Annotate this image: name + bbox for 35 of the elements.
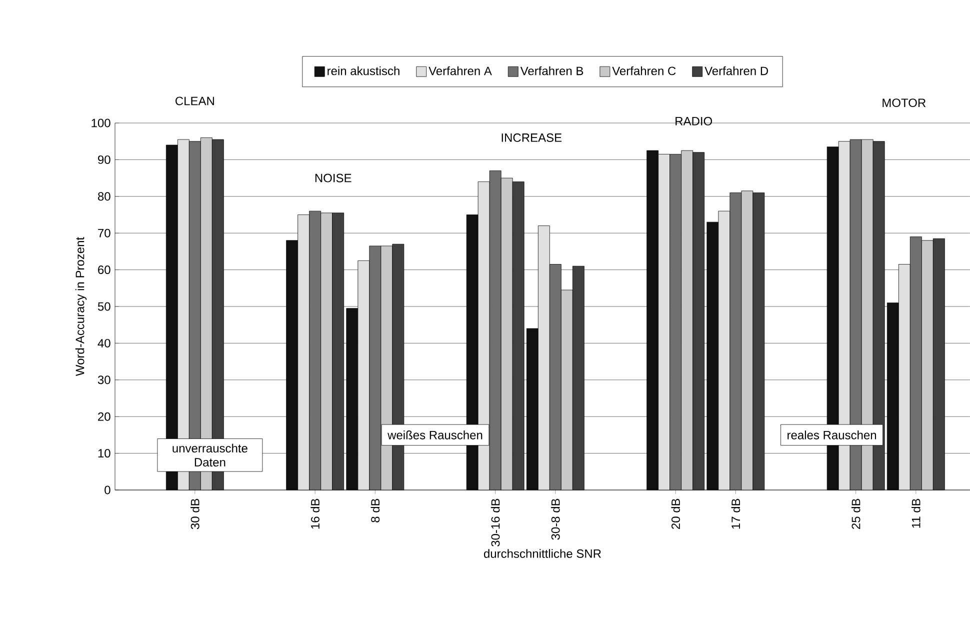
y-tick-label: 30 (98, 376, 110, 384)
x-tick-label: 16 dB (310, 498, 320, 529)
x-tick-label: 30 dB (190, 498, 200, 530)
y-tick-label: 10 (98, 449, 110, 458)
x-tick-label: 30-8 dB (551, 498, 560, 540)
y-tick-label: 40 (98, 338, 110, 348)
annotation: NOISE (315, 174, 352, 182)
x-tick-label: 30-16 dB (490, 498, 500, 546)
y-tick-label: 60 (98, 266, 110, 274)
legend-label: rein akustisch (328, 66, 400, 76)
y-tick-label: 0 (104, 486, 110, 494)
y-tick-label: 90 (98, 155, 110, 164)
legend-label: Verfahren C (612, 66, 676, 76)
y-tick-label: 70 (98, 228, 110, 238)
text: MOTOR (882, 98, 926, 108)
x-tick-label: 11 dB (912, 498, 920, 528)
x-tick-label: 8 dB (370, 498, 380, 522)
x-tick-label: 25 dB (851, 498, 860, 529)
y-axis-title: Word-Accuracy in Prozent (75, 237, 87, 376)
legend-label: Verfahren D (704, 66, 768, 76)
y-tick-label: 100 (92, 118, 110, 128)
x-tick-label: 20 dB (671, 498, 680, 529)
annotation: reales Rauschen (788, 430, 876, 440)
annotation: weißes Rauschen (388, 430, 482, 440)
x-tick-label: 17 dB (731, 498, 740, 529)
y-tick-label: 50 (98, 302, 110, 311)
y-tick-label: 20 (98, 412, 110, 421)
y-tick-label: 80 (98, 192, 110, 201)
x-axis-title: durchschnittliche SNR (484, 549, 601, 558)
legend-label: Verfahren A (428, 66, 492, 76)
text: CLEAN (176, 96, 214, 106)
annotation: RADIO (676, 116, 712, 126)
legend-label: Verfahren B (520, 66, 584, 76)
annotation: unverrauschte Daten (172, 444, 248, 467)
annotation: INCREASE (502, 133, 562, 142)
